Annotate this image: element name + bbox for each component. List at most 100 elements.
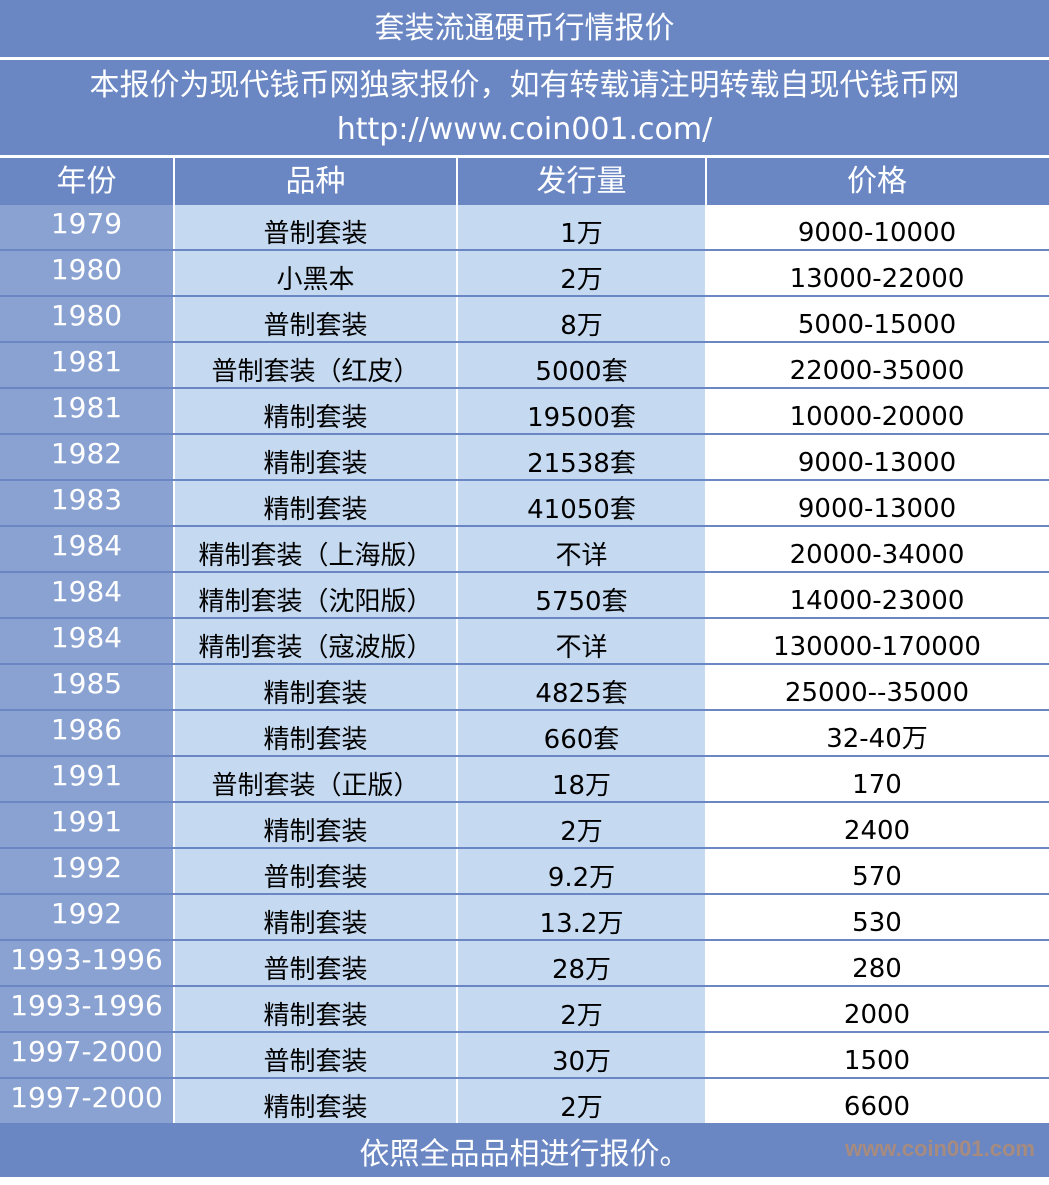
cell-price: 530: [707, 895, 1047, 939]
cell-variety: 普制套装（正版）: [175, 757, 456, 801]
cell-mintage: 不详: [458, 527, 705, 571]
cell-variety: 精制套装: [175, 895, 456, 939]
cell-mintage: 2万: [458, 987, 705, 1031]
cell-price: 2000: [707, 987, 1047, 1031]
table-row: 1991 普制套装（正版） 18万 170: [0, 757, 1049, 803]
cell-mintage: 5000套: [458, 343, 705, 387]
cell-variety: 普制套装: [175, 849, 456, 893]
table-row: 1991 精制套装 2万 2400: [0, 803, 1049, 849]
cell-year: 1993-1996: [0, 941, 173, 985]
cell-variety: 精制套装: [175, 435, 456, 479]
cell-year: 1992: [0, 849, 173, 893]
table-row: 1997-2000 精制套装 2万 6600: [0, 1079, 1049, 1125]
cell-variety: 普制套装（红皮）: [175, 343, 456, 387]
cell-price: 9000-13000: [707, 481, 1047, 525]
cell-mintage: 2万: [458, 251, 705, 295]
cell-variety: 精制套装: [175, 481, 456, 525]
header-price: 价格: [707, 158, 1047, 205]
table-row: 1984 精制套装（沈阳版） 5750套 14000-23000: [0, 573, 1049, 619]
cell-year: 1981: [0, 343, 173, 387]
cell-price: 13000-22000: [707, 251, 1047, 295]
cell-price: 9000-10000: [707, 205, 1047, 249]
cell-year: 1980: [0, 251, 173, 295]
table-row: 1993-1996 普制套装 28万 280: [0, 941, 1049, 987]
cell-year: 1979: [0, 205, 173, 249]
cell-price: 570: [707, 849, 1047, 893]
cell-mintage: 13.2万: [458, 895, 705, 939]
column-headers: 年份 品种 发行量 价格: [0, 158, 1049, 205]
cell-mintage: 41050套: [458, 481, 705, 525]
cell-year: 1984: [0, 619, 173, 663]
cell-price: 20000-34000: [707, 527, 1047, 571]
header-mintage: 发行量: [458, 158, 705, 205]
table-subtitle: 本报价为现代钱币网独家报价，如有转载请注明转载自现代钱币网 http://www…: [0, 60, 1049, 155]
cell-year: 1991: [0, 803, 173, 847]
cell-price: 6600: [707, 1079, 1047, 1123]
cell-variety: 精制套装: [175, 1079, 456, 1123]
table-row: 1992 精制套装 13.2万 530: [0, 895, 1049, 941]
table-row: 1980 小黑本 2万 13000-22000: [0, 251, 1049, 297]
table-row: 1984 精制套装（上海版） 不详 20000-34000: [0, 527, 1049, 573]
cell-mintage: 660套: [458, 711, 705, 755]
cell-year: 1986: [0, 711, 173, 755]
cell-year: 1983: [0, 481, 173, 525]
cell-year: 1991: [0, 757, 173, 801]
cell-mintage: 2万: [458, 803, 705, 847]
table-row: 1993-1996 精制套装 2万 2000: [0, 987, 1049, 1033]
cell-price: 2400: [707, 803, 1047, 847]
cell-year: 1982: [0, 435, 173, 479]
subtitle-url[interactable]: http://www.coin001.com/: [336, 112, 713, 147]
table-body: 1979 普制套装 1万 9000-10000 1980 小黑本 2万 13000-22000…: [0, 205, 1049, 1125]
cell-mintage: 不详: [458, 619, 705, 663]
cell-price: 280: [707, 941, 1047, 985]
cell-price: 32-40万: [707, 711, 1047, 755]
cell-mintage: 18万: [458, 757, 705, 801]
subtitle-notice: 本报价为现代钱币网独家报价，如有转载请注明转载自现代钱币网: [89, 68, 960, 103]
cell-mintage: 30万: [458, 1033, 705, 1077]
cell-mintage: 28万: [458, 941, 705, 985]
cell-year: 1984: [0, 527, 173, 571]
header-year: 年份: [56, 164, 117, 199]
header-variety: 品种: [175, 158, 456, 205]
cell-variety: 精制套装: [175, 803, 456, 847]
cell-variety: 精制套装: [175, 711, 456, 755]
cell-year: 1980: [0, 297, 173, 341]
cell-year: 1981: [0, 389, 173, 433]
cell-variety: 精制套装（上海版）: [175, 527, 456, 571]
cell-year: 1993-1996: [0, 987, 173, 1031]
table-row: 1984 精制套装（寇波版） 不详 130000-170000: [0, 619, 1049, 665]
table-row: 1979 普制套装 1万 9000-10000: [0, 205, 1049, 251]
cell-variety: 普制套装: [175, 297, 456, 341]
cell-variety: 小黑本: [175, 251, 456, 295]
cell-price: 170: [707, 757, 1047, 801]
table-row: 1985 精制套装 4825套 25000--35000: [0, 665, 1049, 711]
cell-price: 22000-35000: [707, 343, 1047, 387]
cell-year: 1984: [0, 573, 173, 617]
cell-mintage: 2万: [458, 1079, 705, 1123]
cell-mintage: 21538套: [458, 435, 705, 479]
cell-mintage: 19500套: [458, 389, 705, 433]
cell-year: 1997-2000: [0, 1079, 173, 1123]
cell-price: 9000-13000: [707, 435, 1047, 479]
cell-year: 1985: [0, 665, 173, 709]
cell-mintage: 9.2万: [458, 849, 705, 893]
table-row: 1986 精制套装 660套 32-40万: [0, 711, 1049, 757]
table-row: 1997-2000 普制套装 30万 1500: [0, 1033, 1049, 1079]
cell-price: 10000-20000: [707, 389, 1047, 433]
cell-price: 25000--35000: [707, 665, 1047, 709]
cell-variety: 精制套装（寇波版）: [175, 619, 456, 663]
cell-price: 14000-23000: [707, 573, 1047, 617]
cell-year: 1992: [0, 895, 173, 939]
table-footer: 依照全品品相进行报价。: [0, 1125, 1049, 1177]
cell-variety: 普制套装: [175, 941, 456, 985]
cell-variety: 精制套装（沈阳版）: [175, 573, 456, 617]
cell-variety: 普制套装: [175, 1033, 456, 1077]
cell-variety: 精制套装: [175, 665, 456, 709]
cell-price: 5000-15000: [707, 297, 1047, 341]
table-row: 1981 普制套装（红皮） 5000套 22000-35000: [0, 343, 1049, 389]
cell-mintage: 8万: [458, 297, 705, 341]
table-title: 套装流通硬币行情报价: [0, 0, 1049, 57]
cell-variety: 精制套装: [175, 389, 456, 433]
watermark-logo: www.coin001.com: [845, 1136, 1035, 1161]
